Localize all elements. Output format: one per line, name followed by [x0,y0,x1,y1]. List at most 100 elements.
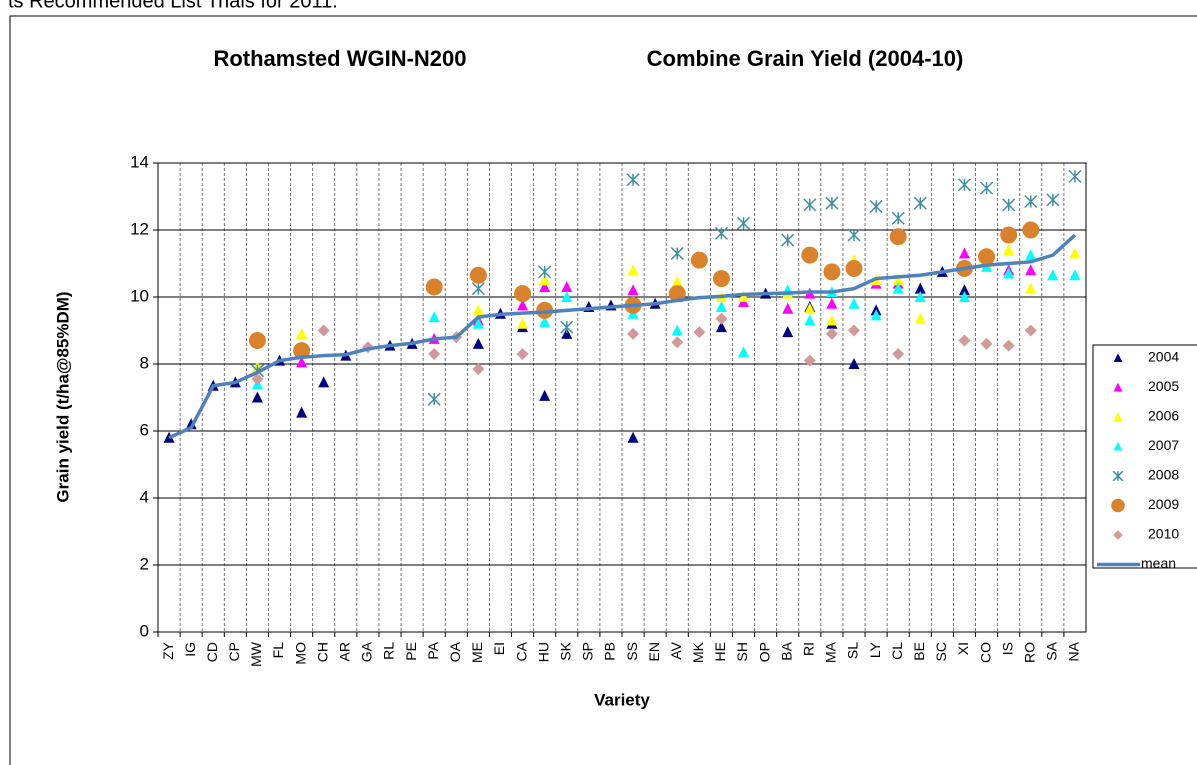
triangle-marker [914,291,926,302]
legend-label: 2004 [1148,349,1179,365]
x-tick-label: SP [580,642,596,661]
triangle-marker [804,314,816,326]
circle-marker [469,266,487,284]
triangle-marker [185,418,197,430]
x-tick-label: EI [491,642,507,655]
diamond-marker [848,324,860,337]
x-tick-label: SC [933,642,949,661]
x-tick-label: BA [778,641,794,660]
triangle-marker [318,376,330,388]
triangle-marker [539,274,551,286]
triangle-marker [517,317,529,329]
asterisk-marker [471,282,485,296]
triangle-marker [1069,269,1081,281]
circle-marker [1111,498,1125,513]
asterisk-marker [803,198,817,212]
asterisk-marker [1068,169,1082,183]
asterisk-marker [736,216,751,230]
y-axis-label: Grain yield (t/ha@85%DM) [53,291,72,502]
x-tick-label: GA [359,641,375,662]
x-tick-label: PE [403,642,419,661]
x-tick-label: MW [248,641,264,667]
triangle-marker [738,346,750,358]
triangle-marker [1047,269,1059,281]
x-tick-label: HE [712,642,728,661]
triangle-marker [472,317,484,329]
triangle-marker [1113,382,1123,392]
legend-label: mean [1141,555,1176,571]
legend-label: 2010 [1148,526,1179,542]
triangle-marker [1003,244,1015,256]
x-tick-label: SA [1044,641,1060,660]
asterisk-marker [1024,194,1038,209]
triangle-marker [251,391,263,403]
triangle-marker [539,389,551,401]
y-tick-label: 4 [140,487,149,506]
x-tick-label: CA [513,641,529,661]
diamond-marker [671,336,684,349]
x-tick-label: MA [823,641,839,663]
x-tick-label: IG [182,642,198,657]
x-tick-label: SK [557,641,573,660]
asterisk-marker [538,265,552,279]
x-tick-label: AV [668,641,684,659]
triangle-marker [1003,267,1015,279]
triangle-marker [892,282,904,294]
circle-marker [889,228,907,246]
triangle-marker [715,301,727,313]
legend-label: 2006 [1148,408,1179,424]
triangle-marker [826,314,838,326]
triangle-marker [428,311,440,323]
legend-label: 2007 [1148,437,1179,453]
asterisk-marker [825,196,839,210]
x-tick-label: OP [756,642,772,662]
x-tick-label: FL [270,642,286,659]
chart-subtitle: Combine Grain Yield (2004-10) [647,46,964,71]
triangle-marker [627,264,639,276]
triangle-marker [1025,264,1037,276]
diamond-marker [825,327,838,340]
legend-label: 2009 [1148,496,1179,512]
circle-marker [514,285,532,303]
circle-marker [668,285,686,303]
x-tick-label: CH [314,642,330,662]
triangle-marker [561,280,573,292]
triangle-marker [848,358,860,369]
asterisk-marker [427,392,441,406]
diamond-marker [1024,324,1037,337]
circle-marker [1022,221,1040,239]
triangle-marker [914,312,926,324]
diamond-marker [980,337,993,350]
triangle-marker [958,247,970,259]
y-tick-label: 14 [130,152,149,171]
x-tick-label: BE [911,642,927,661]
triangle-marker [715,321,727,333]
diamond-marker [317,324,330,337]
triangle-marker [782,302,794,314]
asterisk-marker [1002,198,1016,212]
diamond-marker [715,312,728,325]
asterisk-marker [781,233,795,247]
x-tick-label: CL [889,642,905,660]
x-tick-label: SL [845,642,861,659]
asterisk-marker [626,173,640,187]
triangle-marker [561,291,573,302]
legend [1092,344,1197,569]
circle-marker [845,260,863,278]
triangle-marker [539,316,551,328]
x-tick-label: CO [977,642,993,663]
circle-marker [425,278,443,296]
triangle-marker [561,327,573,339]
triangle-marker [958,284,970,296]
circle-marker [690,251,708,269]
x-tick-label: CP [226,642,242,661]
triangle-marker [627,284,639,296]
asterisk-marker [714,226,728,240]
triangle-marker [1069,247,1081,259]
asterisk-marker [1046,193,1060,207]
triangle-marker [539,280,551,292]
x-tick-label: RL [381,642,397,660]
asterisk-marker [847,228,861,242]
triangle-marker [958,291,970,302]
